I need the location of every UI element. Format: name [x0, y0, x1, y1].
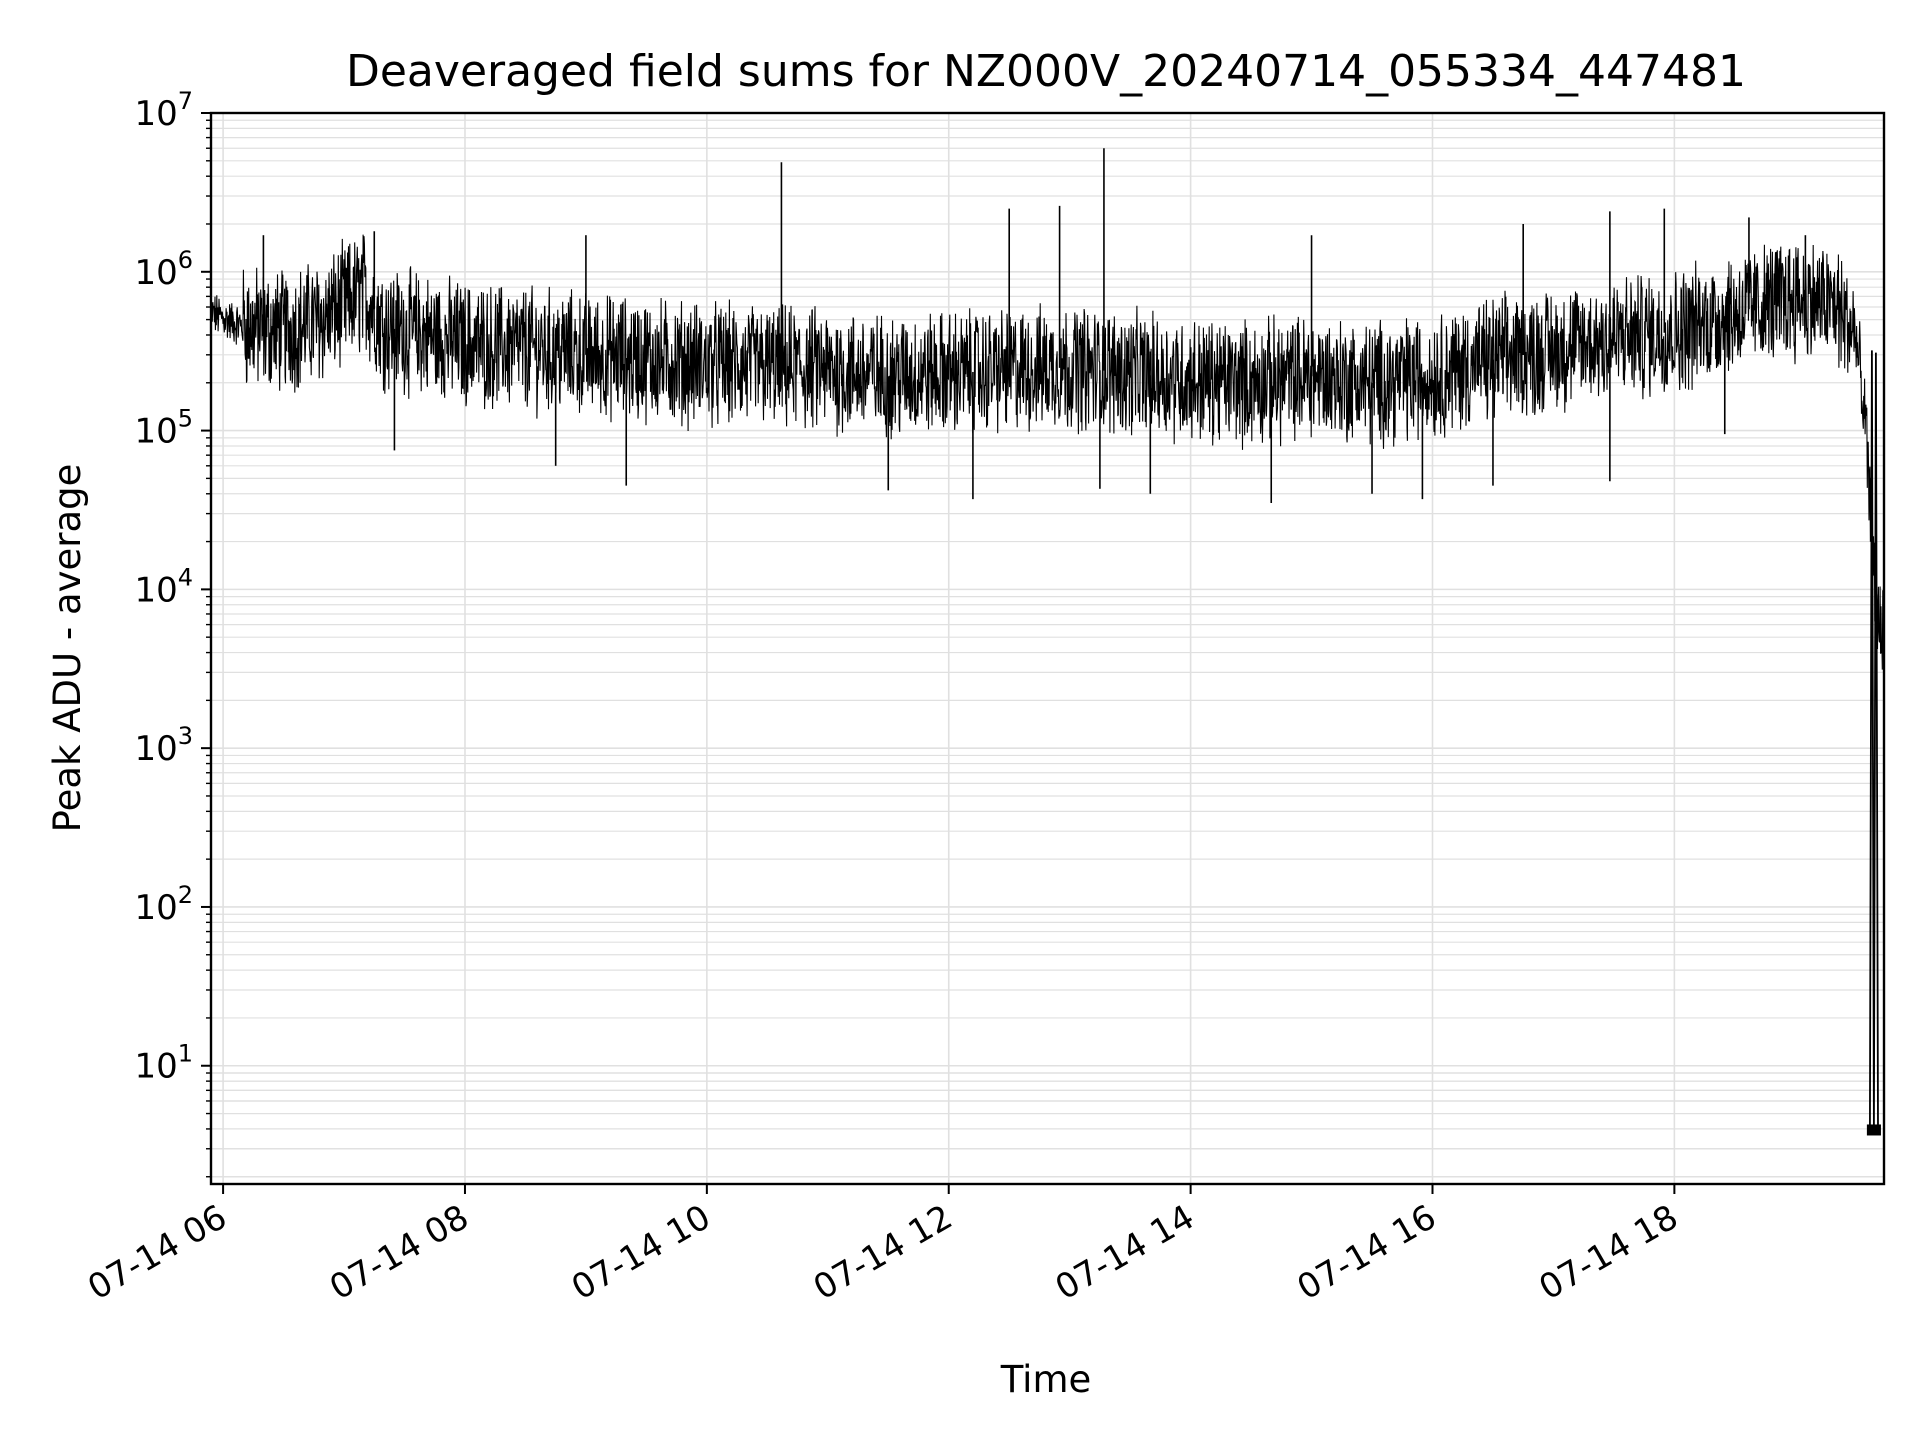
y-tick-label: 105: [134, 405, 193, 452]
grid-lines: [211, 112, 1884, 1184]
plot-frame: [209, 111, 1886, 1186]
y-tick-label: 104: [134, 563, 193, 610]
y-tick-label: 106: [134, 246, 193, 293]
tail-floor-marker: [1866, 1124, 1881, 1136]
y-ticks: 101 102 103 104 105 106 107: [134, 87, 211, 1178]
y-axis-label: Peak ADU - average: [46, 464, 89, 833]
y-tick-label: 107: [134, 87, 193, 134]
series-line: [210, 234, 1885, 670]
x-axis-label: Time: [1000, 1358, 1092, 1401]
y-tick-label: 101: [134, 1040, 193, 1087]
y-tick-label: 102: [134, 881, 193, 928]
series-line-group: [210, 148, 1885, 1136]
y-tick-label: 103: [134, 722, 193, 769]
chart-title: Deaveraged field sums for NZ000V_2024071…: [346, 46, 1746, 97]
